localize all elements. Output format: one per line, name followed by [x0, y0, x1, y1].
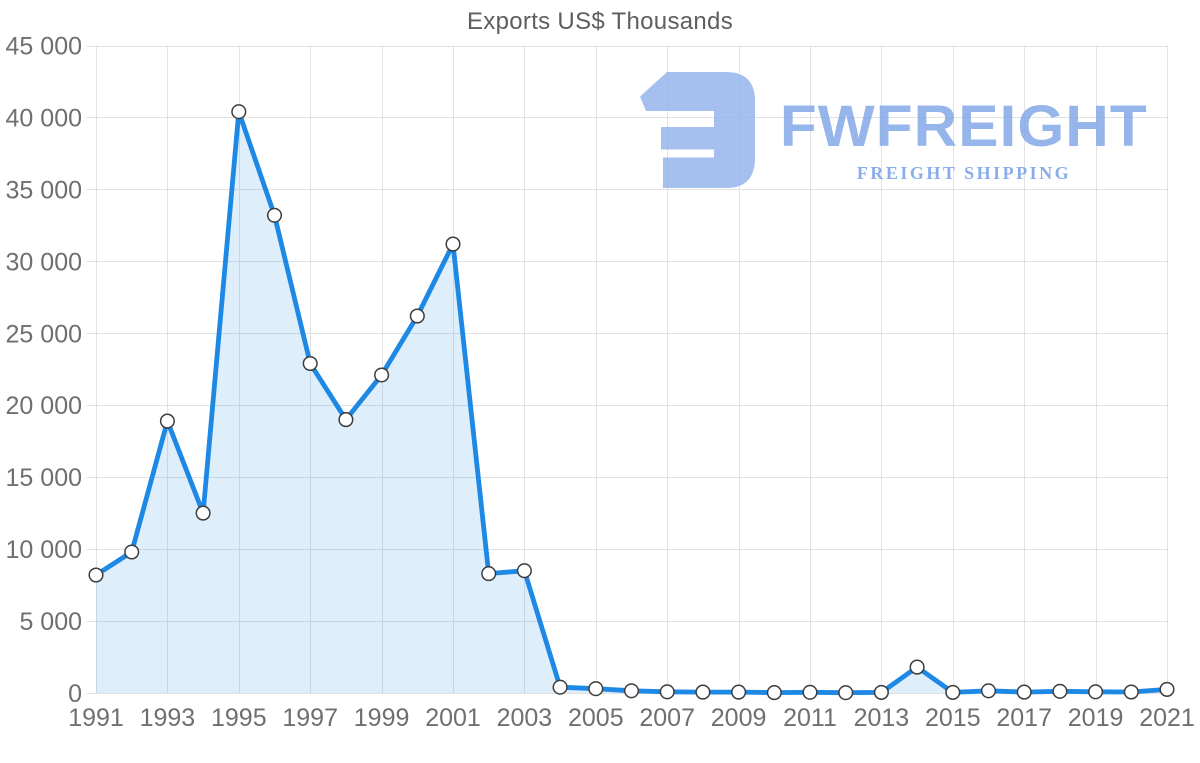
x-axis-label: 2011 [783, 704, 837, 732]
data-point-1993[interactable] [159, 413, 175, 429]
x-axis-label: 2007 [639, 704, 695, 732]
data-point-2021[interactable] [1159, 681, 1175, 697]
data-point-2003[interactable] [516, 563, 532, 579]
x-axis-label: 2013 [854, 704, 910, 732]
x-axis-label: 1991 [68, 704, 124, 732]
data-point-1992[interactable] [124, 544, 140, 560]
x-axis-label: 1993 [140, 704, 196, 732]
x-axis-label: 2009 [711, 704, 767, 732]
y-axis-label: 35 000 [6, 176, 82, 204]
y-axis-label: 45 000 [6, 33, 82, 61]
data-point-2016[interactable] [980, 683, 997, 699]
y-axis-labels: 0 5 000 10 000 15 000 20 000 25 000 30 000 35 0… [6, 33, 82, 709]
data-point-1995[interactable] [231, 104, 247, 120]
data-point-2009[interactable] [731, 684, 747, 700]
y-axis-label: 30 000 [6, 248, 82, 276]
data-points [88, 104, 1175, 701]
x-axis-label: 1997 [282, 704, 338, 732]
data-point-1998[interactable] [338, 412, 354, 428]
x-axis-label: 2019 [1068, 704, 1124, 732]
x-axis-label: 2021 [1139, 704, 1195, 732]
data-point-1996[interactable] [266, 207, 283, 223]
data-point-2006[interactable] [623, 683, 640, 699]
data-point-2019[interactable] [1088, 684, 1104, 700]
y-axis-label: 40 000 [6, 104, 82, 132]
y-axis-label: 5 000 [19, 608, 82, 636]
data-point-2010[interactable] [766, 685, 782, 701]
chart-title: Exports US$ Thousands [467, 8, 733, 35]
data-point-2015[interactable] [945, 684, 961, 700]
y-axis-label: 15 000 [6, 464, 82, 492]
data-point-1999[interactable] [374, 367, 390, 383]
data-point-2004[interactable] [552, 679, 568, 695]
data-point-2000[interactable] [409, 308, 425, 324]
y-axis-label: 0 [68, 680, 82, 708]
data-point-1997[interactable] [302, 355, 318, 372]
series-area-fill [96, 111, 1167, 693]
x-axis-label: 2015 [925, 704, 981, 732]
x-axis-label: 2001 [425, 704, 481, 732]
x-axis-label: 2017 [996, 704, 1052, 732]
x-axis-label: 1999 [354, 704, 410, 732]
y-axis-label: 25 000 [6, 320, 82, 348]
x-axis-labels: 1991 1993 1995 1997 1999 2001 2003 2005 2007 2009… [68, 704, 1195, 732]
x-axis-label: 2003 [497, 704, 553, 732]
x-axis-label: 2005 [568, 704, 624, 732]
data-point-2007[interactable] [659, 684, 675, 700]
data-point-2011[interactable] [802, 684, 818, 700]
data-point-2013[interactable] [873, 684, 889, 700]
data-point-2012[interactable] [838, 685, 854, 701]
x-axis-label: 1995 [211, 704, 267, 732]
data-point-2018[interactable] [1052, 683, 1068, 699]
data-point-2008[interactable] [695, 684, 711, 700]
data-point-2020[interactable] [1123, 684, 1139, 700]
data-point-2002[interactable] [481, 566, 497, 582]
data-point-1991[interactable] [88, 567, 104, 583]
data-point-2014[interactable] [909, 659, 925, 675]
data-point-2017[interactable] [1016, 684, 1032, 700]
y-axis-label: 20 000 [6, 392, 82, 420]
data-point-1994[interactable] [195, 505, 211, 521]
y-axis-label: 10 000 [6, 536, 82, 564]
data-point-2001[interactable] [445, 236, 461, 252]
data-point-2005[interactable] [588, 681, 604, 697]
